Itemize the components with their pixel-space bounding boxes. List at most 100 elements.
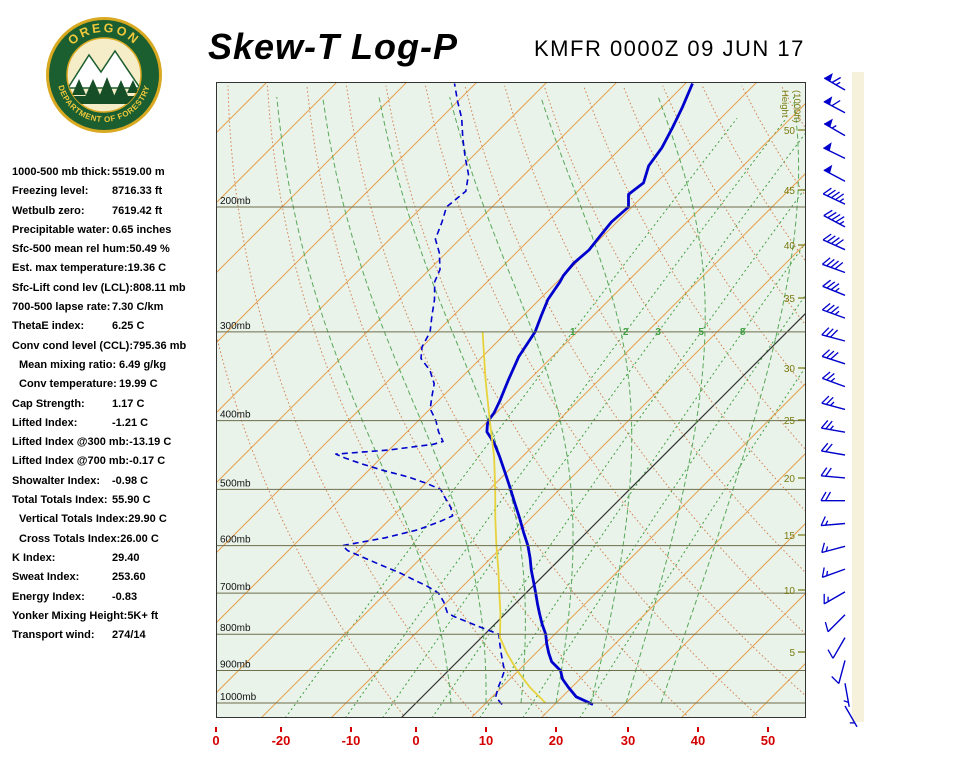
wind-barb [821,303,846,319]
wind-barb [820,467,846,479]
wind-barb [824,614,846,633]
pressure-label: 200mb [220,196,251,207]
index-label: Precipitable water: [12,223,110,236]
wind-barb [822,233,846,251]
mixing-ratio-label: 8 [740,327,746,338]
index-value: 7619.42 ft [112,204,163,217]
index-label: Sweat Index: [12,571,80,584]
index-label: Cross Totals Index: [19,532,121,545]
x-axis-tick-label: 10 [478,733,494,748]
index-value: 7.30 C/km [112,301,164,314]
logo-ground [67,96,141,104]
x-axis-tick [350,727,352,732]
pressure-label: 300mb [220,321,251,332]
mixing-ratio-label: 2 [623,327,629,338]
index-label: Wetbulb zero: [12,204,85,217]
mixing-ratio-label: 1 [570,327,576,338]
height-tick-label: 25 [784,416,796,427]
index-value: 26.00 C [120,532,159,545]
index-value: 808.11 mb [133,281,186,294]
wind-barb [821,349,846,365]
index-label: Freezing level: [12,185,89,198]
height-tick-label: 50 [784,126,796,137]
height-axis-label: Height [779,90,790,118]
index-label: ThetaE index: [12,320,85,333]
logo-mountain-icon [67,49,141,89]
pressure-label: 500mb [220,478,251,489]
index-label: Conv temperature: [19,378,117,391]
dewpoint-trace [335,83,506,706]
mixing-ratio-label: 3 [655,327,661,338]
wind-barb [822,187,846,205]
height-tick-label: 20 [784,474,796,485]
index-value: 19.99 C [119,378,158,391]
index-label: Sfc-Lift cond lev (LCL): [12,281,133,294]
wind-barb [821,395,846,411]
index-row: Yonker Mixing Height:5K+ ft [12,610,216,629]
x-axis-tick-label: 20 [548,733,564,748]
index-value: -0.17 C [129,455,166,468]
mixing-ratio-label: 5 [698,327,704,338]
wind-barb-column [820,72,864,728]
index-label: Conv cond level (CCL): [12,339,134,352]
x-axis-tick [415,727,417,732]
pressure-label: 600mb [220,535,251,546]
index-row: Conv temperature: 19.99 C [12,378,216,397]
wind-barb [831,660,846,685]
index-row: Precipitable water: 0.65 inches [12,224,216,243]
index-label: Lifted Index @700 mb: [12,455,130,468]
index-label: 1000-500 mb thick: [12,166,111,178]
index-row: Lifted Index @300 mb:-13.19 C [12,436,216,455]
pressure-label: 800mb [220,623,251,634]
index-value: -13.19 C [129,436,172,449]
height-tick-label: 30 [784,364,796,375]
index-row: Energy Index: -0.83 [12,591,216,610]
pressure-label: 700mb [220,582,251,593]
index-row: Sfc-Lift cond lev (LCL):808.11 mb [12,282,216,301]
index-row: K Index: 29.40 [12,552,216,571]
index-value: 29.90 C [128,513,167,526]
index-label: K Index: [12,551,56,564]
x-axis-tick [697,727,699,732]
height-tick-label: 15 [784,531,796,542]
x-axis-tick-label: 50 [760,733,776,748]
index-row: Wetbulb zero: 7619.42 ft [12,205,216,224]
height-tick-label: 45 [784,186,796,197]
wind-barb [827,637,846,659]
index-value: 8716.33 ft [112,185,163,198]
index-label: Showalter Index: [12,474,101,487]
wind-barb [843,683,850,707]
index-value: 274/14 [112,629,146,642]
wind-barb [820,419,846,433]
index-value: 5519.00 m [112,166,165,178]
wind-barb [823,164,846,182]
index-label: Mean mixing ratio: [19,358,117,371]
index-row: Sweat Index: 253.60 [12,571,216,590]
wind-barb [821,257,846,274]
index-value: 0.65 inches [112,223,172,236]
wind-barb [820,516,846,527]
skewt-chart: 200mb 300mb 400mb 500mb 600mb 700mb 800mb 900mb… [216,82,806,718]
height-axis-label: (1000ft) [791,90,802,123]
index-row: Cross Totals Index:26.00 C [12,533,216,552]
x-axis-tick [627,727,629,732]
indices-panel: 1000-500 mb thick: 5519.00 m Freezing leve… [12,166,216,648]
x-axis-tick-label: 0 [212,733,220,748]
index-label: Total Totals Index: [12,494,108,507]
index-value: -0.98 C [112,474,149,487]
x-axis-tick-label: 30 [620,733,636,748]
index-value: 50.49 % [129,243,170,256]
index-row: Transport wind: 274/14 [12,629,216,648]
x-axis-tick-label: -20 [271,733,291,748]
index-row: Conv cond level (CCL):795.36 mb [12,340,216,359]
index-value: 19.36 C [127,262,167,275]
height-tick-label: 5 [789,648,795,659]
index-label: Yonker Mixing Height: [12,609,128,622]
pressure-label: 900mb [220,660,251,671]
wind-barb [823,591,846,605]
pressure-label: 1000mb [220,692,257,703]
index-row: Showalter Index: -0.98 C [12,475,216,494]
wind-barb [821,371,846,388]
index-value: 6.25 C [112,320,145,333]
